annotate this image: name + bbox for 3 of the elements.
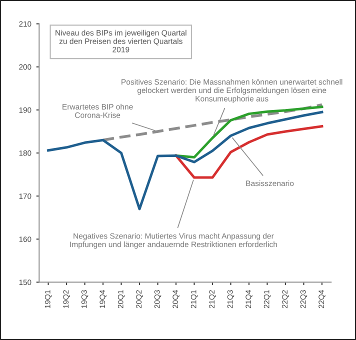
line-series [47,110,324,210]
line-series [174,106,324,159]
line-series [174,125,324,179]
